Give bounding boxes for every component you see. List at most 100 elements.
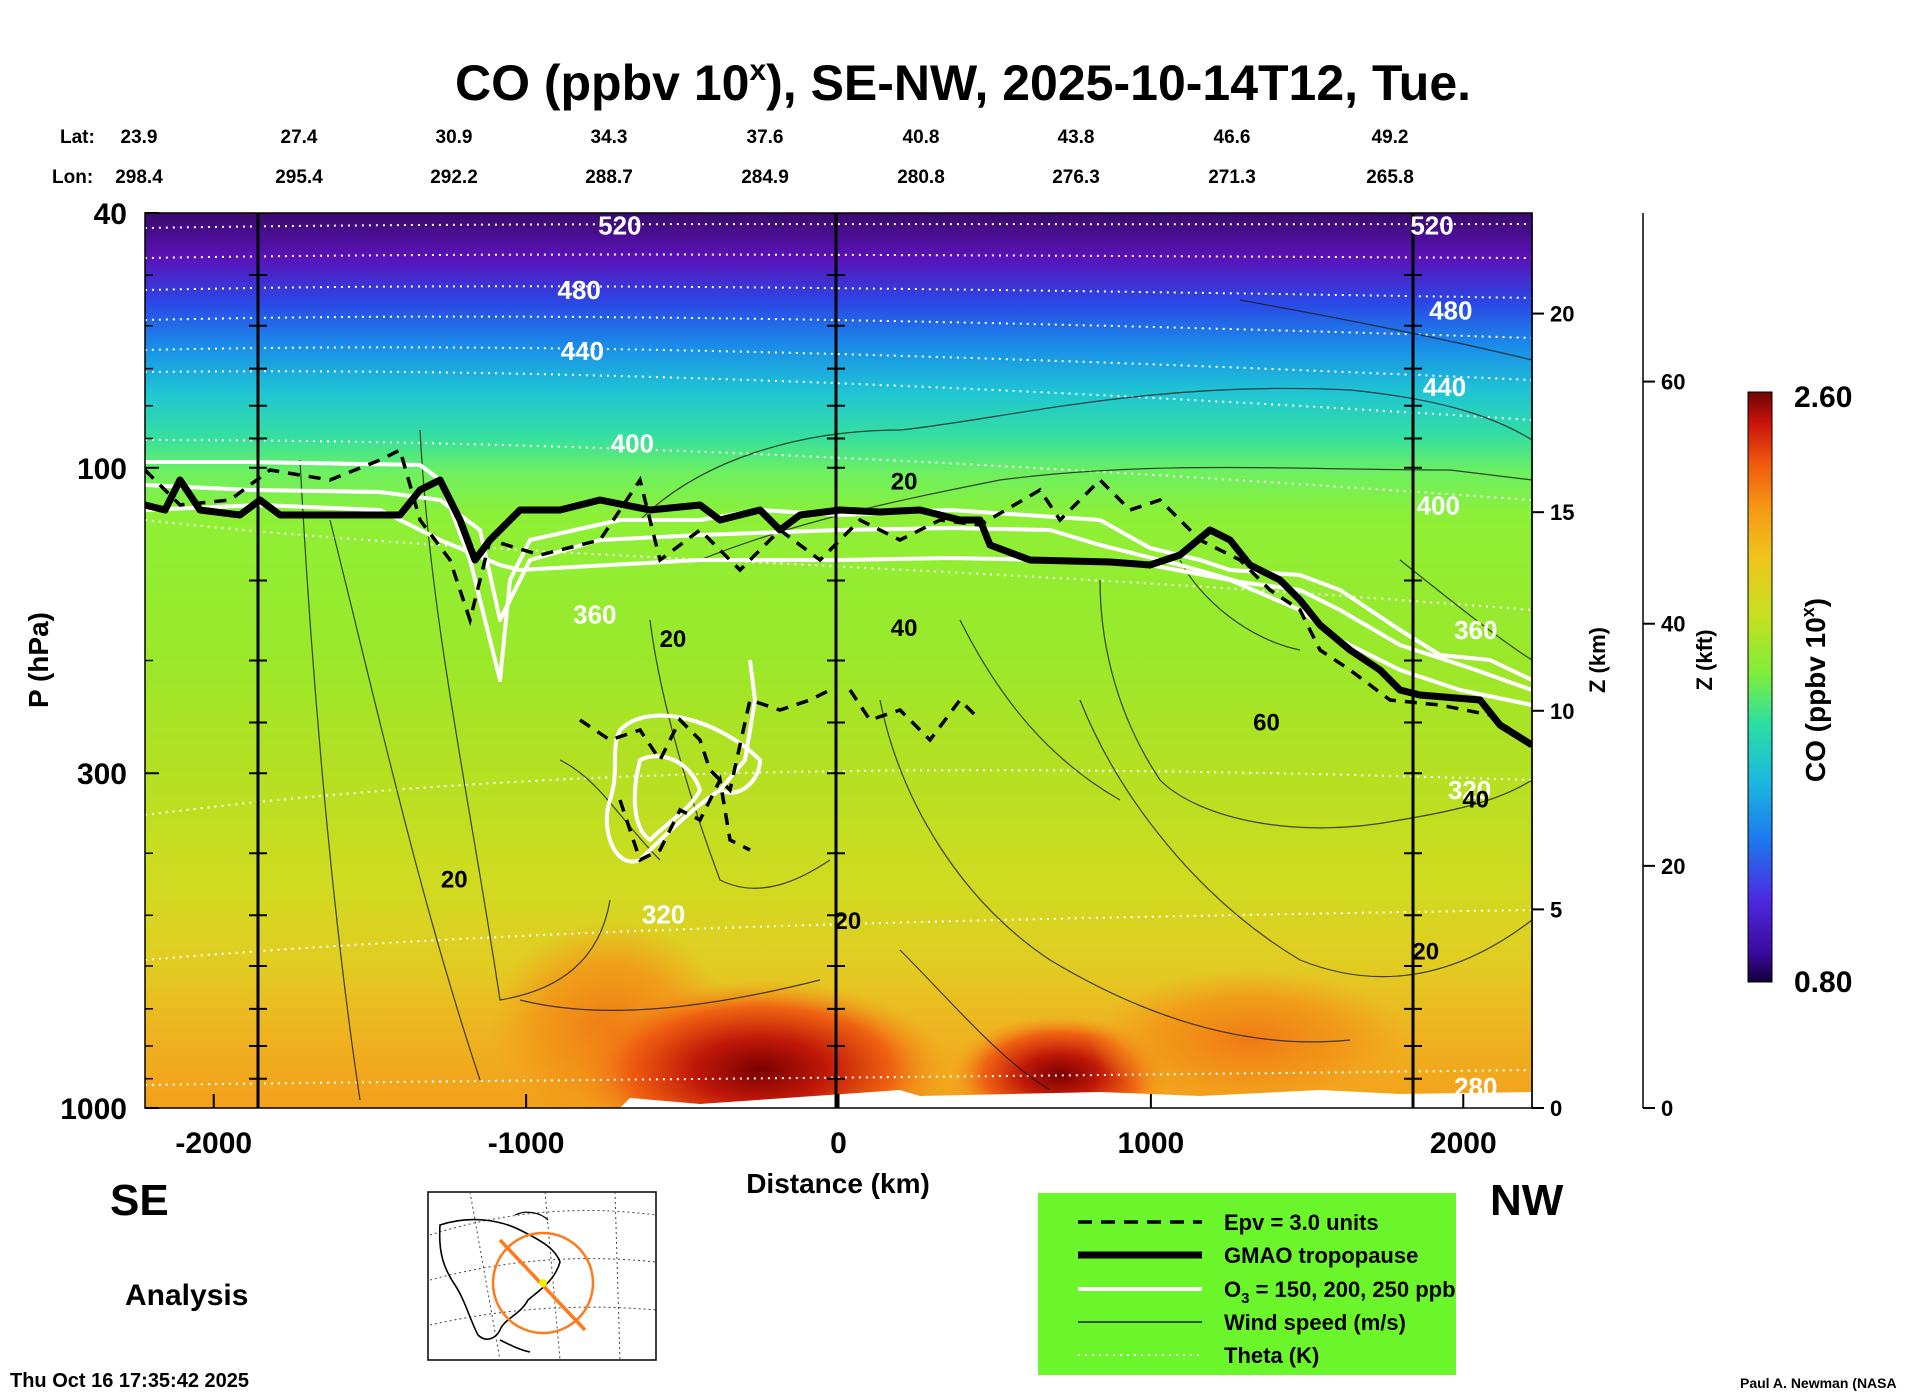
wind-speed-contours [299, 299, 1532, 1101]
lat-value: 46.6 [1214, 127, 1251, 148]
x-tick-label: 0 [830, 1127, 847, 1160]
y-tick-label: 100 [77, 453, 127, 486]
lat-value: 27.4 [281, 127, 318, 148]
colorbar [1747, 391, 1773, 983]
wind-contour-label: 40 [1462, 787, 1489, 814]
map-coastline [438, 1218, 561, 1353]
lon-value: 265.8 [1366, 167, 1414, 188]
x-axis-label: Distance (km) [746, 1168, 930, 1199]
lat-values: 23.9 27.4 30.9 34.3 37.6 40.8 43.8 46.6 49.2 [121, 127, 1409, 148]
z-km-axis: 0 5 10 15 20 [1531, 213, 1574, 1121]
timestamp: Thu Oct 16 17:35:42 2025 [10, 1370, 249, 1392]
direction-left: SE [110, 1176, 169, 1225]
theta-contour-label: 320 [1448, 775, 1491, 805]
wind-contour-label: 20 [441, 867, 468, 894]
z-kft-axis: 0 20 40 60 [1642, 213, 1685, 1121]
map-coastline-north [514, 1211, 549, 1221]
theta-contour-label: 440 [1423, 372, 1466, 402]
theta-contour-label: 320 [642, 899, 685, 929]
wind-contour-label: 20 [835, 908, 862, 935]
theta-contour-label: 280 [1454, 1072, 1497, 1102]
locator-map-frame [427, 1191, 657, 1361]
lon-value: 271.3 [1208, 167, 1256, 188]
y-axis-label: P (hPa) [23, 612, 54, 708]
z-kft-tick-label: 40 [1661, 612, 1685, 637]
lon-value: 295.4 [275, 167, 323, 188]
colorbar-min: 0.80 [1794, 966, 1852, 999]
x-axis: -2000 -1000 0 1000 2000 [175, 1094, 1497, 1160]
analysis-label: Analysis [125, 1279, 248, 1312]
wind-contour-label: 20 [1412, 939, 1439, 966]
lon-value: 276.3 [1052, 167, 1100, 188]
legend-label-epv: Epv = 3.0 units [1224, 1210, 1379, 1235]
theta-contour-label: 400 [611, 429, 654, 459]
z-kft-tick-label: 20 [1661, 854, 1685, 879]
legend: Epv = 3.0 units GMAO tropopause O3 = 150… [1038, 1193, 1456, 1375]
z-km-tick-label: 0 [1550, 1096, 1562, 1121]
map-center-marker [539, 1279, 547, 1287]
theta-contour-label: 480 [558, 275, 601, 305]
map-range-circle [491, 1231, 595, 1335]
z-kft-tick-label: 0 [1661, 1096, 1673, 1121]
x-tick-label: 2000 [1430, 1127, 1497, 1160]
colorbar-label: CO (ppbv 10x) [1798, 598, 1831, 782]
lon-value: 284.9 [741, 167, 789, 188]
z-km-tick-label: 5 [1550, 897, 1562, 922]
reference-line-ticks [249, 213, 1422, 1080]
locator-map [427, 1191, 657, 1361]
x-tick-label: -2000 [175, 1127, 252, 1160]
wind-labels: 20 20 20 40 20 60 40 20 [441, 468, 1489, 965]
z-km-tick-label: 15 [1550, 500, 1574, 525]
z-kft-tick-label: 60 [1661, 370, 1685, 395]
theta-labels: 520 480 440 400 360 320 280 520 480 440 400 360 320 [558, 211, 1498, 1102]
z-kft-axis-label: Z (kft) [1692, 629, 1717, 690]
lon-value: 288.7 [585, 167, 633, 188]
lat-value: 49.2 [1372, 127, 1409, 148]
lon-label: Lon: [52, 167, 93, 188]
wind-contour-label: 60 [1253, 710, 1280, 737]
wind-contour-label: 20 [891, 468, 918, 495]
theta-contour-label: 400 [1417, 491, 1460, 521]
z-km-tick-label: 20 [1550, 302, 1574, 327]
lon-value: 292.2 [430, 167, 478, 188]
wind-contour-label: 40 [891, 615, 918, 642]
credit: Paul A. Newman (NASA [1740, 1375, 1897, 1391]
theta-contour-label: 480 [1429, 295, 1472, 325]
co-plume-hot-1 [570, 980, 950, 1108]
plot-area: 520480440400360320280520480440400360320 … [145, 211, 1532, 1108]
wind-contour-label: 20 [660, 626, 687, 653]
y-tick-label: 40 [94, 198, 127, 231]
lat-value: 43.8 [1058, 127, 1095, 148]
lon-values: 298.4 295.4 292.2 288.7 284.9 280.8 276.3 271.3… [115, 167, 1414, 188]
gmao-tropopause [145, 476, 1532, 748]
co-plume-warm-2 [1090, 970, 1410, 1108]
epv-contours [145, 447, 1532, 863]
lon-value: 280.8 [897, 167, 945, 188]
theta-contour-label: 360 [573, 599, 616, 629]
legend-label-wind: Wind speed (m/s) [1224, 1310, 1406, 1335]
y-axis: 40 100 300 1000 [60, 198, 159, 1126]
x-tick-label: 1000 [1118, 1127, 1185, 1160]
direction-right: NW [1490, 1176, 1564, 1225]
legend-label-tropopause: GMAO tropopause [1224, 1243, 1418, 1268]
lon-value: 298.4 [115, 167, 163, 188]
lat-value: 37.6 [747, 127, 784, 148]
chart-title: CO (ppbv 10x), SE-NW, 2025-10-14T12, Tue… [455, 54, 1471, 111]
z-km-axis-label: Z (km) [1585, 627, 1610, 693]
y-tick-label: 1000 [60, 1093, 127, 1126]
lat-value: 30.9 [436, 127, 473, 148]
y-tick-label: 300 [77, 758, 127, 791]
theta-contours [145, 223, 1532, 1086]
legend-label-ozone: O3 = 150, 200, 250 ppb [1224, 1277, 1456, 1307]
legend-label-theta: Theta (K) [1224, 1343, 1319, 1368]
theta-contour-label: 440 [561, 336, 604, 366]
theta-contour-label: 360 [1454, 615, 1497, 645]
z-km-tick-label: 10 [1550, 699, 1574, 724]
lat-value: 34.3 [591, 127, 628, 148]
lat-label: Lat: [60, 127, 95, 148]
lat-value: 23.9 [121, 127, 158, 148]
colorbar-max: 2.60 [1794, 381, 1852, 414]
lat-value: 40.8 [903, 127, 940, 148]
theta-contour-label: 520 [1410, 211, 1453, 241]
